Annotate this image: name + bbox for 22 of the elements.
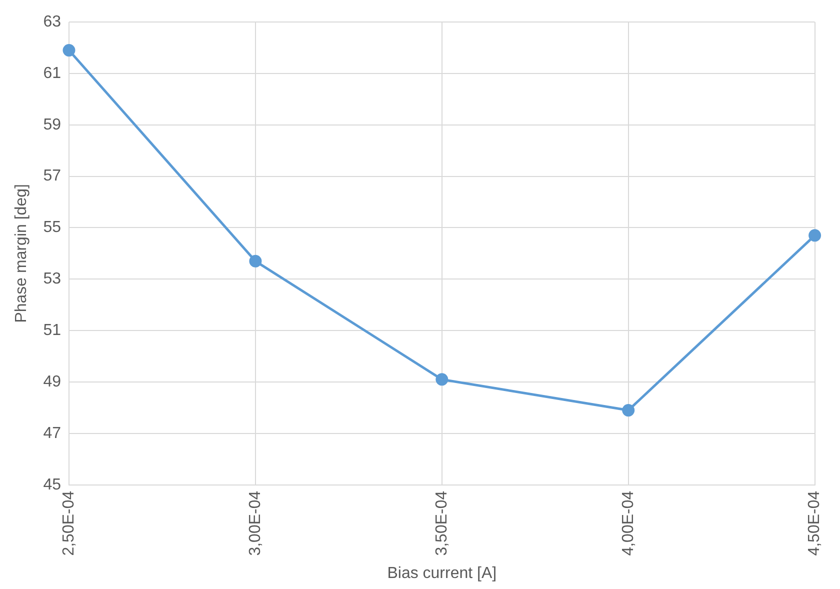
- x-tick-label: 3,50E-04: [433, 490, 450, 556]
- y-tick-label: 57: [43, 168, 62, 185]
- point: [436, 373, 448, 386]
- y-tick-label: 49: [43, 373, 62, 390]
- y-tick-label: 59: [43, 116, 62, 134]
- y-tick-label: 55: [43, 219, 62, 236]
- y-axis-title: Phase margin [deg]: [13, 184, 30, 323]
- point: [249, 254, 262, 268]
- y-tick-label: 63: [43, 13, 62, 30]
- point: [622, 404, 635, 417]
- x-tick-label: 2,50E-04: [60, 490, 78, 556]
- y-tick-label: 53: [43, 270, 62, 288]
- y-tick-label: 45: [43, 476, 62, 494]
- point: [62, 44, 76, 57]
- x-tick-label: 4,50E-04: [806, 490, 824, 556]
- y-tick-label: 51: [43, 322, 62, 339]
- x-tick-label: 4,00E-04: [620, 490, 637, 556]
- x-axis-title: Bias current [A]: [387, 564, 497, 582]
- point: [808, 229, 822, 242]
- y-tick-label: 47: [43, 424, 62, 442]
- x-tick-label: 3,00E-04: [246, 490, 264, 556]
- y-tick-label: 61: [43, 64, 62, 82]
